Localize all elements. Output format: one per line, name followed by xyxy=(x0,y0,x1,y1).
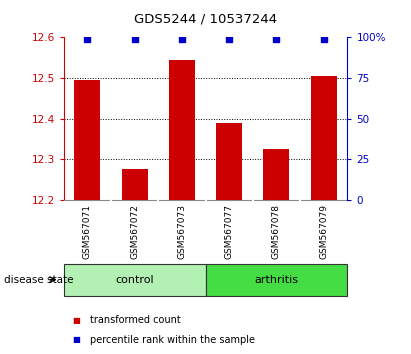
Text: ■: ■ xyxy=(72,335,80,344)
Text: GSM567079: GSM567079 xyxy=(319,204,328,259)
Bar xyxy=(64,264,206,296)
Text: GSM567071: GSM567071 xyxy=(83,204,92,259)
Text: GSM567073: GSM567073 xyxy=(178,204,186,259)
Text: ■: ■ xyxy=(72,316,80,325)
Bar xyxy=(263,149,289,200)
Text: GSM567077: GSM567077 xyxy=(225,204,233,259)
Bar xyxy=(169,59,195,200)
Bar xyxy=(206,264,347,296)
Text: GDS5244 / 10537244: GDS5244 / 10537244 xyxy=(134,12,277,25)
Text: control: control xyxy=(115,275,154,285)
Bar xyxy=(74,80,100,200)
Text: GSM567072: GSM567072 xyxy=(130,204,139,259)
Bar xyxy=(122,170,148,200)
Text: transformed count: transformed count xyxy=(90,315,181,325)
Text: GSM567078: GSM567078 xyxy=(272,204,281,259)
Text: disease state: disease state xyxy=(4,275,74,285)
Text: percentile rank within the sample: percentile rank within the sample xyxy=(90,335,255,345)
Text: arthritis: arthritis xyxy=(254,275,298,285)
Bar xyxy=(311,76,337,200)
Bar xyxy=(216,122,242,200)
